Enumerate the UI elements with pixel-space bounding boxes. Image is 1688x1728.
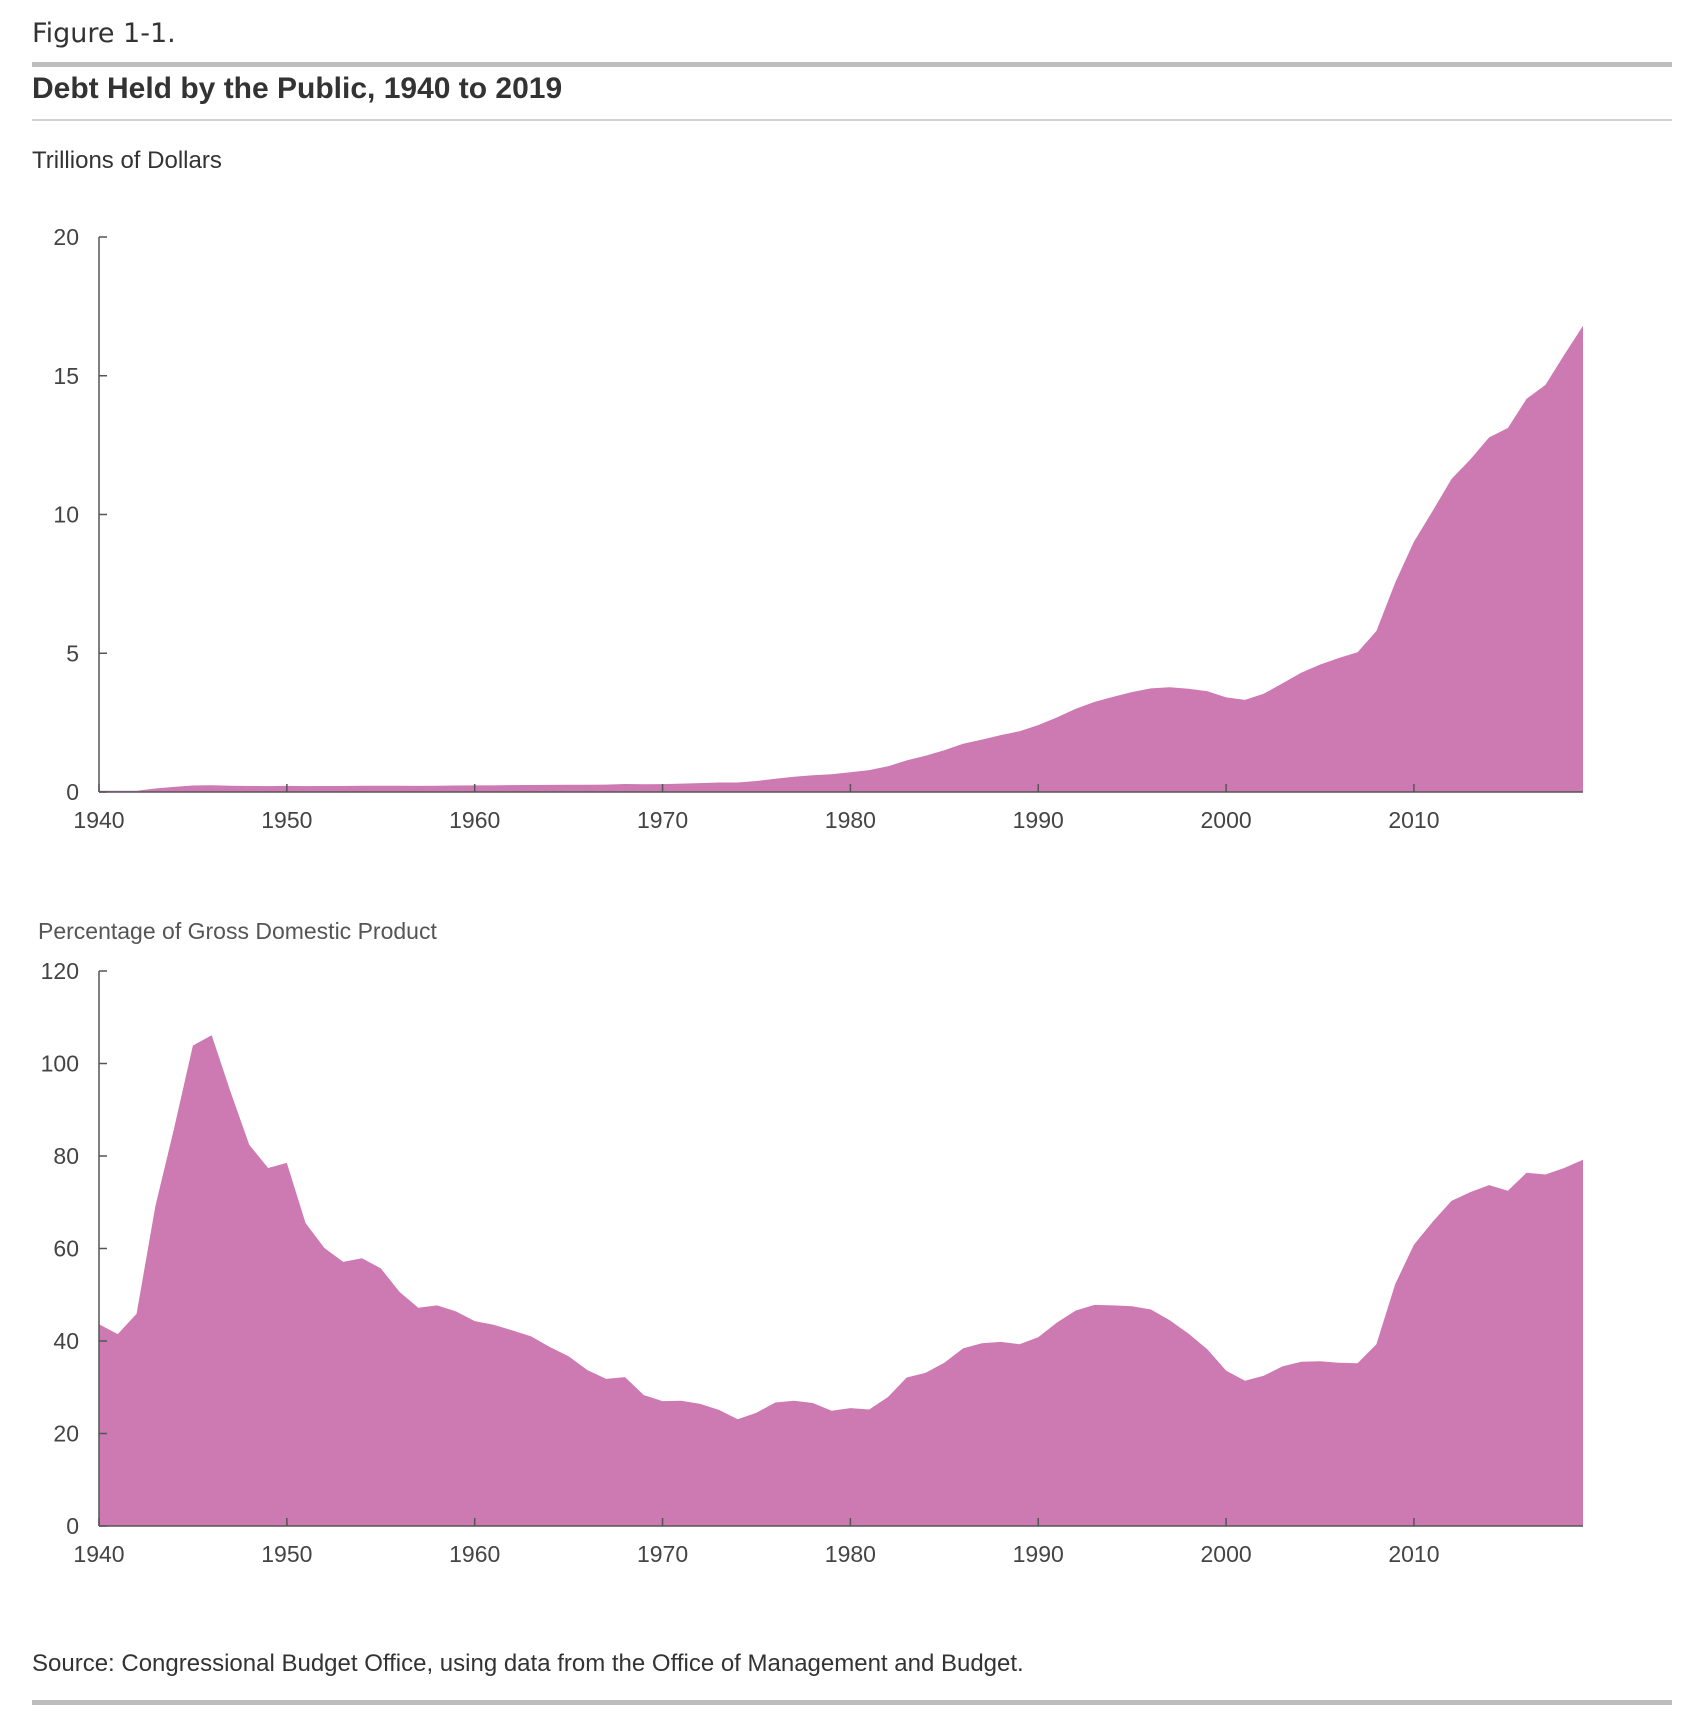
y-tick-label: 20 bbox=[53, 224, 79, 250]
y-tick-label: 5 bbox=[66, 640, 79, 666]
x-tick-label: 1970 bbox=[637, 807, 688, 833]
x-tick-label: 1990 bbox=[1013, 1541, 1064, 1567]
y-tick-label: 20 bbox=[53, 1421, 79, 1447]
x-tick-label: 1990 bbox=[1013, 807, 1064, 833]
x-tick-label: 1940 bbox=[73, 807, 124, 833]
x-tick-label: 1940 bbox=[73, 1541, 124, 1567]
y-tick-label: 0 bbox=[66, 779, 79, 805]
y-tick-label: 100 bbox=[41, 1051, 79, 1077]
source-note: Source: Congressional Budget Office, usi… bbox=[32, 1650, 1024, 1677]
x-tick-label: 2010 bbox=[1388, 1541, 1439, 1567]
x-tick-label: 2000 bbox=[1201, 1541, 1252, 1567]
top-y-axis-label: Trillions of Dollars bbox=[32, 147, 222, 174]
y-tick-label: 40 bbox=[53, 1328, 79, 1354]
bottom-y-axis-label: Percentage of Gross Domestic Product bbox=[38, 918, 437, 944]
chart-title: Debt Held by the Public, 1940 to 2019 bbox=[32, 72, 563, 105]
x-tick-label: 1950 bbox=[261, 807, 312, 833]
y-tick-label: 80 bbox=[53, 1143, 79, 1169]
y-tick-label: 15 bbox=[53, 363, 79, 389]
title-rule bbox=[32, 119, 1672, 121]
figure-label: Figure 1-1. bbox=[32, 18, 176, 49]
x-tick-label: 1980 bbox=[825, 807, 876, 833]
x-tick-label: 1960 bbox=[449, 1541, 500, 1567]
area-series-0 bbox=[99, 325, 1583, 792]
y-tick-label: 0 bbox=[66, 1513, 79, 1539]
y-tick-label: 60 bbox=[53, 1236, 79, 1262]
x-tick-label: 1960 bbox=[449, 807, 500, 833]
y-tick-label: 10 bbox=[53, 502, 79, 528]
x-tick-label: 2000 bbox=[1201, 807, 1252, 833]
x-tick-label: 1980 bbox=[825, 1541, 876, 1567]
y-tick-label: 120 bbox=[41, 958, 79, 984]
top-rule bbox=[32, 62, 1672, 67]
x-tick-label: 1970 bbox=[637, 1541, 688, 1567]
bottom-rule bbox=[32, 1700, 1672, 1705]
x-tick-label: 1950 bbox=[261, 1541, 312, 1567]
x-tick-label: 2010 bbox=[1388, 807, 1439, 833]
area-series-1 bbox=[99, 1035, 1583, 1526]
